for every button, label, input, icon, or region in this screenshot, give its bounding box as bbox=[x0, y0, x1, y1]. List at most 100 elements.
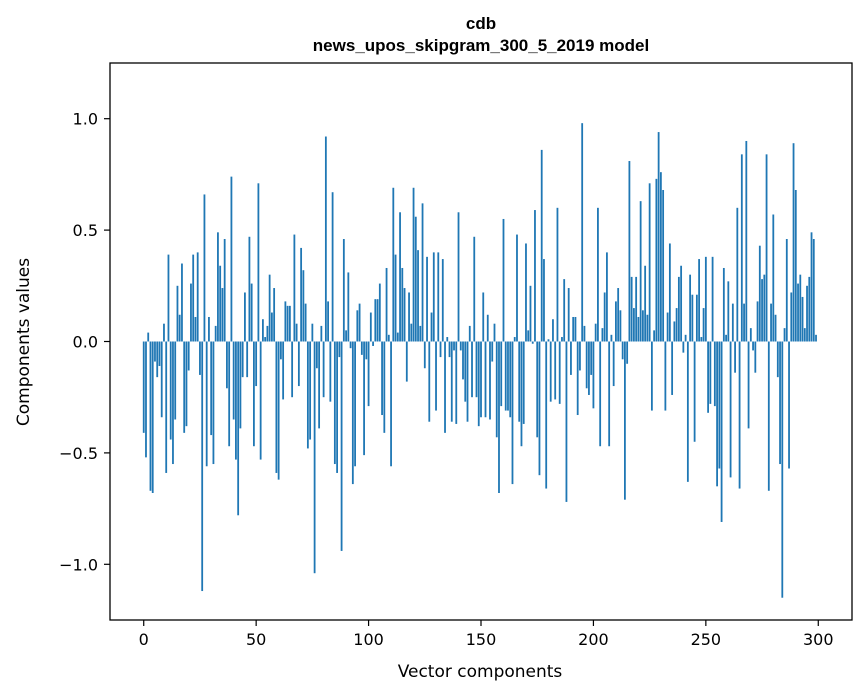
bar bbox=[369, 312, 372, 342]
bar bbox=[581, 123, 584, 342]
bar bbox=[264, 337, 267, 342]
bar bbox=[403, 288, 406, 342]
x-axis: 0 50 100 150 200 250 300 bbox=[139, 620, 834, 649]
bar bbox=[154, 341, 156, 362]
bar bbox=[151, 341, 154, 493]
bar bbox=[668, 243, 671, 342]
bar bbox=[448, 341, 451, 358]
bar bbox=[450, 341, 453, 422]
bar bbox=[617, 288, 620, 342]
bar bbox=[745, 140, 748, 342]
bar bbox=[309, 341, 312, 440]
bar bbox=[311, 323, 314, 342]
bar bbox=[803, 328, 806, 342]
bar bbox=[187, 341, 190, 371]
bar bbox=[419, 325, 422, 342]
bar bbox=[770, 303, 772, 342]
chart-subtitle: news_upos_skipgram_300_5_2019 model bbox=[313, 36, 649, 55]
bar bbox=[322, 341, 325, 398]
bar bbox=[277, 341, 280, 480]
bar bbox=[165, 341, 168, 473]
bar bbox=[574, 316, 577, 342]
bar bbox=[594, 323, 597, 342]
y-axis-label: Components values bbox=[14, 258, 34, 426]
bar bbox=[376, 299, 379, 342]
bar bbox=[689, 274, 692, 342]
bar bbox=[351, 341, 354, 485]
bar bbox=[758, 245, 761, 342]
bar bbox=[610, 334, 613, 342]
x-tick-label: 0 bbox=[139, 630, 149, 649]
bar bbox=[799, 274, 802, 342]
bar bbox=[221, 288, 224, 342]
bar bbox=[815, 334, 817, 342]
bar bbox=[603, 292, 606, 342]
bar bbox=[761, 279, 763, 342]
bar bbox=[545, 341, 548, 489]
bar bbox=[358, 303, 361, 342]
x-tick-label: 100 bbox=[353, 630, 384, 649]
bar bbox=[262, 319, 264, 342]
bar bbox=[540, 149, 543, 342]
x-tick-label: 250 bbox=[691, 630, 722, 649]
bar bbox=[426, 256, 428, 342]
bar bbox=[360, 341, 363, 355]
bar bbox=[387, 334, 390, 342]
bar bbox=[693, 341, 696, 442]
bar bbox=[365, 341, 368, 360]
bar bbox=[367, 341, 370, 407]
bar bbox=[181, 263, 183, 342]
bar bbox=[275, 341, 278, 473]
bar bbox=[372, 341, 374, 346]
bar bbox=[498, 341, 500, 493]
bar bbox=[421, 203, 424, 342]
bar bbox=[205, 341, 208, 467]
bar bbox=[682, 341, 685, 353]
bar bbox=[740, 154, 743, 342]
bar bbox=[615, 301, 617, 342]
bar bbox=[338, 341, 341, 358]
bar bbox=[378, 283, 381, 342]
bar bbox=[410, 323, 413, 342]
bar bbox=[441, 259, 444, 342]
bar bbox=[453, 341, 455, 351]
bar bbox=[570, 341, 572, 375]
bar bbox=[792, 143, 795, 342]
bar bbox=[232, 341, 235, 420]
bar bbox=[190, 283, 192, 342]
bar bbox=[230, 176, 233, 342]
bar bbox=[590, 341, 593, 375]
bar bbox=[259, 341, 262, 460]
bar bbox=[666, 312, 669, 342]
bar bbox=[356, 310, 359, 342]
bar bbox=[394, 254, 397, 342]
bar bbox=[630, 276, 633, 342]
bar bbox=[644, 265, 647, 342]
bar bbox=[381, 341, 383, 416]
bar bbox=[534, 210, 536, 342]
bar bbox=[808, 276, 811, 342]
bar bbox=[801, 296, 804, 342]
bar bbox=[214, 325, 217, 342]
bar bbox=[255, 341, 258, 387]
y-tick-label: 0.5 bbox=[73, 221, 98, 240]
bar bbox=[462, 341, 464, 380]
bar bbox=[174, 341, 177, 420]
bar bbox=[576, 341, 579, 416]
bar bbox=[597, 207, 599, 342]
bar bbox=[167, 254, 170, 342]
bar bbox=[675, 308, 678, 342]
bar bbox=[475, 341, 478, 398]
bar bbox=[698, 259, 700, 342]
bar bbox=[671, 341, 674, 395]
bar bbox=[599, 341, 602, 447]
bar bbox=[520, 341, 523, 447]
bar bbox=[466, 341, 469, 422]
bar bbox=[565, 341, 568, 502]
bar bbox=[468, 325, 471, 342]
bar bbox=[295, 323, 298, 342]
bar bbox=[374, 299, 377, 342]
bar bbox=[601, 328, 604, 342]
bar bbox=[428, 341, 431, 422]
bar bbox=[302, 270, 305, 342]
